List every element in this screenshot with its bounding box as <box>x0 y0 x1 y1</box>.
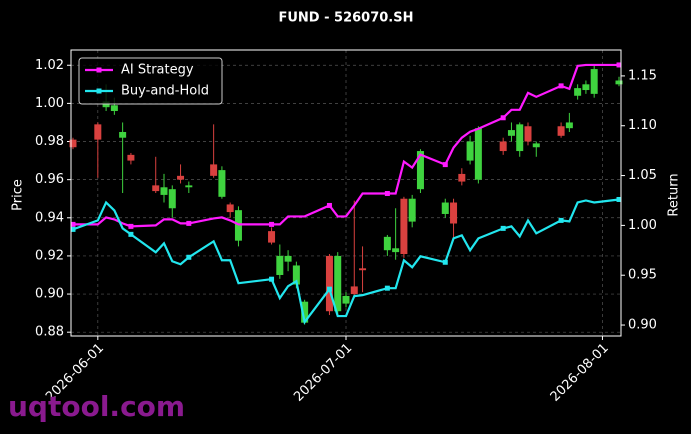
candle-body <box>416 151 424 190</box>
candle-body <box>557 126 565 136</box>
y-tick-label: 0.94 <box>35 210 64 225</box>
legend-box <box>78 57 223 105</box>
candle-body <box>474 128 482 180</box>
candle-body <box>152 185 160 192</box>
line-marker <box>558 83 564 89</box>
candle-body <box>565 122 573 129</box>
candle-body <box>507 130 515 136</box>
candle-body <box>499 141 507 152</box>
line-marker <box>186 254 192 260</box>
candle-body <box>210 164 218 176</box>
candle-body <box>276 255 284 275</box>
y-tick-label: 0.98 <box>35 134 64 149</box>
candle-body <box>301 301 309 323</box>
legend-marker <box>96 67 102 73</box>
y-tick-label: 0.96 <box>35 172 64 187</box>
y-tick-label: 1.02 <box>35 58 64 73</box>
watermark: uqtool.com <box>8 390 185 423</box>
candle-body <box>284 255 292 262</box>
line-marker <box>442 162 448 168</box>
line-marker <box>442 259 448 265</box>
y-tick-label: 1.00 <box>35 96 64 111</box>
candle-body <box>268 231 276 243</box>
candle-body <box>392 248 400 253</box>
line-marker <box>269 221 275 227</box>
candle-body <box>94 124 102 140</box>
candle-body <box>350 286 358 295</box>
candle-body <box>524 126 532 142</box>
candle-body <box>458 173 466 182</box>
candle-body <box>590 69 598 94</box>
candle-body <box>383 236 391 251</box>
candle-body <box>226 204 234 213</box>
line-marker <box>128 223 134 229</box>
candle-body <box>119 131 127 138</box>
candle-body <box>185 185 193 188</box>
y-tick-label: 0.88 <box>35 325 64 340</box>
candle-body <box>110 105 118 112</box>
line-marker <box>70 221 76 227</box>
candle-body <box>177 175 185 180</box>
line-marker <box>186 220 192 226</box>
plot-frame <box>70 49 622 337</box>
candle-body <box>450 202 458 224</box>
candle-body <box>359 268 367 271</box>
y2-tick-label: 1.10 <box>628 118 657 133</box>
y2-tick-label: 0.95 <box>628 268 657 283</box>
y-axis-label: Price <box>11 179 26 211</box>
line-marker <box>326 286 332 292</box>
y2-axis-label: Return <box>667 173 682 216</box>
line-marker <box>128 231 134 237</box>
candle-body <box>325 255 333 312</box>
candle-body <box>441 202 449 214</box>
legend-marker <box>96 88 102 94</box>
y2-tick-label: 1.15 <box>628 68 657 83</box>
line-marker <box>616 62 622 68</box>
candle-body <box>574 88 582 96</box>
candle-body <box>69 139 77 148</box>
candle-body <box>168 189 176 209</box>
line-marker <box>558 217 564 223</box>
candle-body <box>516 124 524 152</box>
candle-body <box>532 143 540 148</box>
y-tick-label: 0.90 <box>35 287 64 302</box>
candle-body <box>466 141 474 161</box>
line-marker <box>70 226 76 232</box>
candle-body <box>400 198 408 255</box>
y2-tick-label: 0.90 <box>628 318 657 333</box>
y2-tick-label: 1.00 <box>628 218 657 233</box>
candle-body <box>615 80 623 85</box>
candle-body <box>342 295 350 304</box>
line-marker <box>500 225 506 231</box>
candle-body <box>127 154 135 161</box>
candle-body <box>218 170 226 197</box>
candle-body <box>292 265 300 285</box>
y2-tick-label: 1.05 <box>628 168 657 183</box>
line-marker <box>500 115 506 121</box>
line-marker <box>616 196 622 202</box>
candle-body <box>582 84 590 91</box>
legend-label: Buy-and-Hold <box>121 84 209 99</box>
line-series <box>72 198 620 325</box>
candle-body <box>408 198 416 222</box>
candle-body <box>334 255 342 312</box>
line-marker <box>269 276 275 282</box>
line-marker <box>384 285 390 291</box>
line-marker <box>384 190 390 196</box>
legend-label: AI Strategy <box>121 63 194 78</box>
candle-body <box>160 187 168 195</box>
line-series <box>73 63 619 228</box>
line-marker <box>326 202 332 208</box>
y-tick-label: 0.92 <box>35 248 64 263</box>
chart-title: FUND - 526070.SH <box>278 11 413 26</box>
